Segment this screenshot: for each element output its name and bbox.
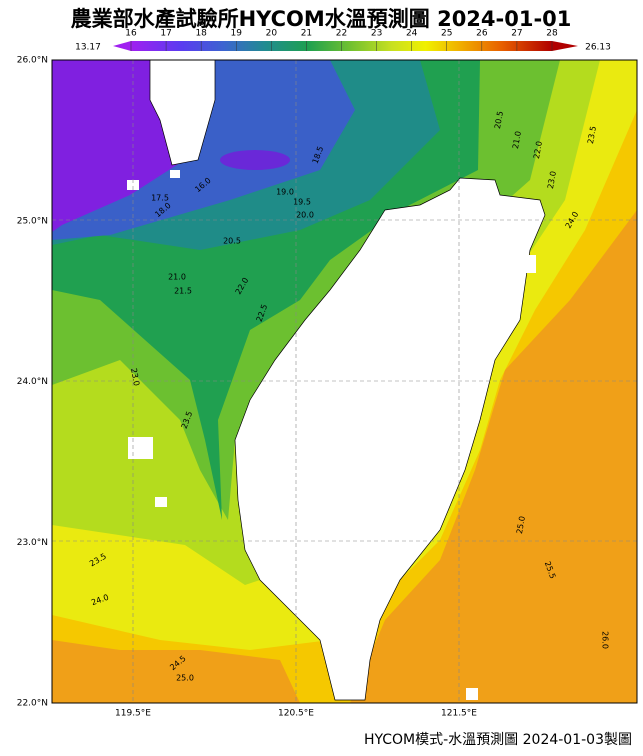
colorbar-low-arrow (113, 41, 131, 51)
land (127, 180, 139, 190)
contour-label: 20.0 (296, 211, 314, 220)
contour-label: 19.5 (293, 198, 311, 207)
lon-label: 119.5°E (115, 709, 151, 719)
colorbar-tick-label: 24 (406, 29, 418, 39)
lat-label: 25.0°N (17, 216, 48, 226)
colorbar-high-arrow (552, 41, 578, 51)
colorbar-max: 26.13 (585, 43, 611, 53)
colorbar-tick-label: 27 (511, 29, 522, 39)
colorbar-tick-label: 16 (125, 29, 137, 39)
contour-label: 21.0 (511, 130, 523, 149)
lat-label: 26.0°N (17, 56, 48, 66)
contour-label: 20.5 (223, 237, 241, 246)
land (466, 688, 478, 700)
contour-label: 25.0 (176, 674, 194, 683)
colorbar-tick-label: 19 (231, 29, 243, 39)
colorbar-tick-label: 17 (160, 29, 171, 39)
contour-label: 23.0 (129, 367, 141, 386)
land (149, 60, 216, 166)
contour-label: 21.5 (174, 287, 192, 296)
contour-label: 17.5 (151, 194, 169, 203)
contour-label: 21.0 (168, 273, 186, 282)
temperature-field: 20.521.0 23.523.024.022.018.516.017.518.0… (52, 60, 637, 703)
cold-core (220, 150, 290, 170)
colorbar-tick-label: 25 (441, 29, 452, 39)
lon-label: 120.5°E (278, 709, 314, 719)
land (128, 437, 153, 459)
contour-label: 20.5 (493, 110, 505, 129)
map-frame (51, 59, 638, 704)
colorbar-tick-label: 20 (266, 29, 278, 39)
land (522, 255, 536, 273)
land (155, 497, 167, 507)
footer: HYCOM模式-水溫預測圖 2024-01-03製圖 (364, 732, 632, 748)
lat-label: 24.0°N (17, 377, 48, 387)
lat-label: 23.0°N (17, 538, 48, 548)
colorbar-tick-label: 22 (336, 29, 347, 39)
colorbar-min: 13.17 (75, 43, 101, 53)
contour-label: 22.0 (532, 140, 544, 159)
land (170, 170, 180, 178)
land (180, 120, 192, 130)
colorbar-tick-label: 18 (195, 29, 207, 39)
lon-label: 121.5°E (441, 709, 477, 719)
contour-label: 26.0 (601, 631, 610, 649)
contour-label: 25.0 (515, 515, 527, 534)
contour-label: 23.5 (586, 125, 598, 144)
colorbar-tick-label: 21 (301, 29, 312, 39)
colorbar-tick-label: 23 (371, 29, 382, 39)
title: 農業部水產試驗所HYCOM水溫預測圖 2024-01-01 (71, 7, 572, 31)
colorbar-tick-label: 28 (546, 29, 558, 39)
colorbar-tick-label: 26 (476, 29, 488, 39)
contour-label: 23.0 (546, 170, 558, 189)
lat-label: 22.0°N (17, 699, 48, 709)
contour-label: 19.0 (276, 188, 294, 197)
